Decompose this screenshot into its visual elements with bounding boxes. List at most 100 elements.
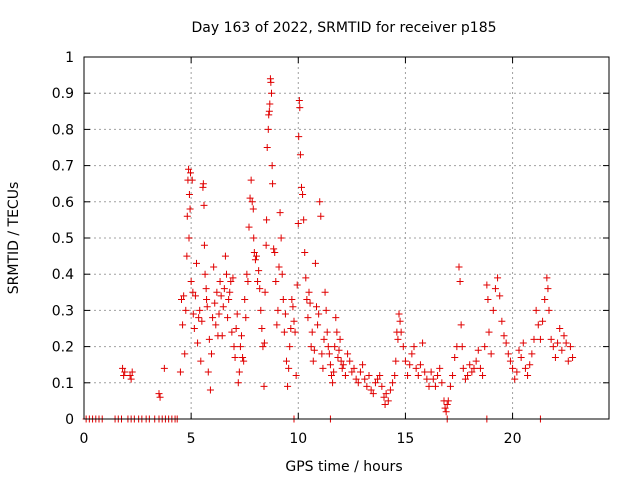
data-point: [394, 335, 402, 343]
data-point: [197, 357, 205, 365]
data-point: [182, 306, 190, 314]
data-point: [395, 310, 403, 318]
data-point: [392, 357, 400, 365]
data-point: [284, 382, 292, 390]
y-tick-label: 0.8: [52, 122, 74, 138]
data-point: [554, 339, 562, 347]
data-point: [176, 368, 184, 376]
data-point: [231, 353, 239, 361]
data-point: [566, 343, 574, 351]
data-point: [232, 325, 240, 332]
data-point: [280, 328, 288, 336]
data-point: [317, 212, 325, 220]
y-tick-label: 0.3: [52, 303, 74, 319]
data-point: [178, 296, 185, 304]
data-point: [438, 379, 446, 387]
data-point: [449, 372, 457, 380]
data-point: [268, 162, 276, 170]
data-point: [524, 372, 532, 380]
data-point: [246, 194, 254, 202]
data-point: [474, 346, 482, 354]
data-point: [521, 364, 529, 372]
data-point: [485, 328, 493, 336]
data-point: [315, 310, 323, 318]
data-point: [500, 332, 508, 340]
data-point: [233, 310, 241, 318]
data-point: [239, 353, 247, 361]
data-point: [273, 321, 281, 329]
y-tick-label: 0.7: [52, 159, 74, 175]
data-point: [455, 263, 463, 271]
data-point: [421, 368, 429, 376]
data-point: [180, 292, 188, 300]
data-point: [526, 361, 534, 369]
data-point: [191, 292, 199, 300]
data-point: [261, 288, 269, 296]
data-point: [325, 350, 333, 358]
data-point: [341, 372, 349, 380]
x-axis-label: GPS time / hours: [285, 459, 402, 475]
data-point: [196, 306, 204, 314]
data-point: [230, 343, 238, 351]
data-point: [496, 292, 504, 300]
data-point: [320, 335, 328, 343]
data-point: [356, 368, 364, 376]
data-point: [528, 350, 536, 358]
data-point: [564, 357, 572, 365]
data-point: [484, 296, 492, 304]
data-point: [304, 314, 312, 322]
data-point: [203, 296, 211, 304]
data-point: [236, 343, 244, 351]
data-point: [185, 165, 193, 173]
data-point: [119, 364, 127, 372]
data-point: [324, 343, 332, 351]
data-point: [361, 375, 369, 383]
data-point: [458, 343, 466, 351]
data-point: [272, 277, 280, 285]
axis-ticks: 00.10.20.30.40.50.60.70.80.910 5 10 15 20: [52, 50, 609, 447]
data-point: [511, 375, 519, 383]
data-point: [259, 343, 267, 351]
data-point: [260, 382, 268, 390]
data-point: [381, 401, 389, 409]
data-point: [234, 379, 242, 387]
data-point: [274, 306, 282, 314]
data-point: [201, 270, 209, 278]
data-point: [479, 372, 487, 380]
data-point: [203, 303, 211, 311]
data-point: [268, 89, 275, 97]
data-point: [264, 125, 272, 133]
data-point: [271, 248, 279, 256]
data-point: [515, 346, 523, 354]
data-point: [121, 368, 129, 376]
data-point: [335, 346, 343, 354]
data-point: [323, 328, 331, 336]
data-point: [120, 372, 128, 380]
data-point: [350, 364, 358, 372]
data-point: [269, 180, 277, 188]
data-point: [371, 379, 379, 387]
data-point: [543, 274, 551, 282]
data-point: [220, 285, 228, 293]
data-point: [307, 343, 315, 351]
data-point: [386, 386, 394, 394]
x-tick-label: 5: [187, 431, 196, 447]
data-point: [235, 368, 243, 376]
data-point: [530, 335, 538, 343]
data-point: [457, 321, 465, 329]
data-point: [545, 306, 553, 314]
data-point: [348, 368, 356, 376]
data-point: [444, 397, 452, 405]
data-point: [250, 234, 258, 242]
data-point: [502, 339, 510, 347]
x-tick-label: 10: [289, 431, 307, 447]
data-point: [367, 386, 375, 394]
data-point: [200, 201, 208, 209]
data-point: [227, 277, 235, 285]
data-point: [374, 375, 382, 383]
data-point: [443, 401, 451, 409]
data-point: [560, 332, 568, 340]
data-point: [279, 296, 287, 304]
y-tick-label: 1: [65, 50, 74, 66]
